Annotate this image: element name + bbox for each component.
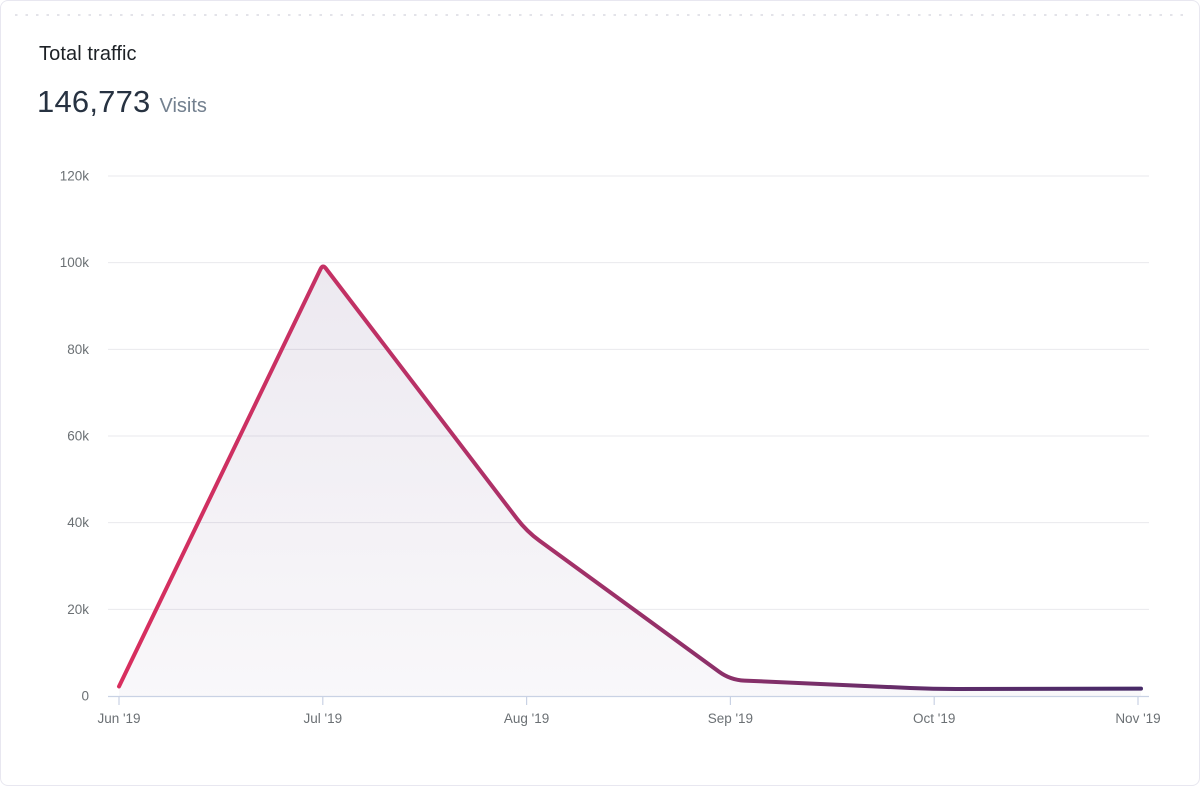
- dashed-guide-line: [15, 14, 1185, 16]
- traffic-area-fill[interactable]: [119, 266, 1141, 696]
- x-axis-label: Aug '19: [504, 711, 549, 726]
- x-axis-label: Sep '19: [708, 711, 753, 726]
- y-axis-label: 120k: [60, 169, 90, 184]
- metric: 146,773 Visits: [37, 84, 207, 120]
- y-axis-label: 60k: [67, 429, 89, 444]
- x-axis-label: Oct '19: [913, 711, 955, 726]
- x-axis-label: Jun '19: [97, 711, 140, 726]
- metric-value: 146,773: [37, 84, 151, 119]
- metric-unit: Visits: [159, 95, 207, 117]
- y-axis-label: 40k: [67, 515, 89, 530]
- y-axis-label: 80k: [67, 342, 89, 357]
- y-axis-label: 0: [81, 689, 89, 704]
- traffic-line[interactable]: [117, 264, 1143, 692]
- y-axis-label: 100k: [60, 255, 90, 270]
- card-title: Total traffic: [39, 43, 137, 65]
- y-axis-label: 20k: [67, 602, 89, 617]
- x-axis-label: Nov '19: [1115, 711, 1160, 726]
- x-axis-label: Jul '19: [303, 711, 342, 726]
